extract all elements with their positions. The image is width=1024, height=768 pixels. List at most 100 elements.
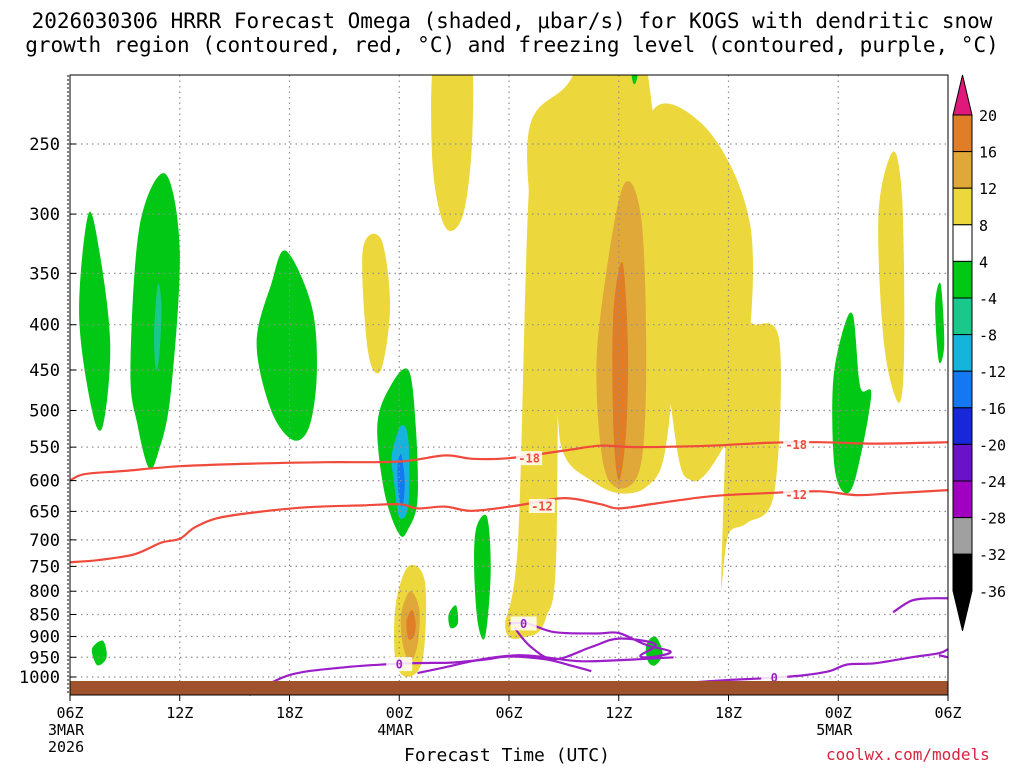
ytick-label-550: 550 <box>29 438 60 458</box>
ytick-label-800: 800 <box>29 582 60 602</box>
freezing-contour-line-4 <box>892 597 949 614</box>
xtick-label-2: 18Z <box>276 704 303 722</box>
ytick-label-350: 350 <box>29 264 60 284</box>
freezing-contour-label-bg-0-0 <box>386 657 413 672</box>
colorbar-label--16: -16 <box>979 400 1006 418</box>
site-credit[interactable]: coolwx.com/models <box>826 745 990 764</box>
ytick-label-450: 450 <box>29 361 60 381</box>
xtick-sublabel-0-1: 2026 <box>48 738 84 756</box>
omega-region-sink-j <box>612 261 629 481</box>
dgz-contour-line-0 <box>69 441 949 482</box>
omega-region-sink-f <box>878 151 905 403</box>
colorbar-swatch--8 <box>952 297 973 336</box>
omega-region-rise-h <box>832 312 872 494</box>
ytick-label-750: 750 <box>29 557 60 577</box>
freezing-contour-line-2 <box>508 621 672 661</box>
ground-surface <box>70 681 948 695</box>
colorbar-swatch-12 <box>952 151 973 189</box>
colorbar-label-16: 16 <box>979 144 997 162</box>
colorbar-label--4: -4 <box>979 290 997 308</box>
dgz-contour-label-1-1: -12 <box>785 488 807 502</box>
omega-region-rise-k <box>91 640 107 666</box>
colorbar-label-8: 8 <box>979 217 988 235</box>
colorbar-swatch--16 <box>952 370 973 409</box>
ytick-label-650: 650 <box>29 502 60 522</box>
chart-title-line-2: growth region (contoured, red, °C) and f… <box>25 33 999 57</box>
omega-region-rise-d <box>256 250 317 441</box>
dgz-contour-label-bg-1-1 <box>783 487 810 502</box>
colorbar-label--8: -8 <box>979 327 997 345</box>
omega-region-rise-j <box>935 282 945 364</box>
colorbar: 20 16 12 8 4 -4 -8 -12 -16 -20 -24 -28 -32 -36 <box>952 74 1006 631</box>
omega-region-sink-e <box>505 111 558 639</box>
colorbar-swatch--36 <box>952 553 973 592</box>
dgz-contour-line-1 <box>69 489 949 564</box>
freezing-contour-line-5 <box>938 654 949 659</box>
freezing-contour-label-3-0: 0 <box>771 671 778 685</box>
freezing-contour-label-0-0: 0 <box>396 658 403 672</box>
colorbar-label--20: -20 <box>979 436 1006 454</box>
colorbar-swatch-16 <box>952 114 973 153</box>
omega-region-rise-n <box>448 605 459 629</box>
colorbar-label-12: 12 <box>979 180 997 198</box>
omega-region-sink-g <box>362 233 391 374</box>
colorbar-label--12: -12 <box>979 363 1006 381</box>
ytick-label-950: 950 <box>29 648 60 668</box>
freezing-contour-line-3 <box>682 648 949 685</box>
plot-frame <box>69 74 949 696</box>
colorbar-label--36: -36 <box>979 583 1006 601</box>
dgz-contour-label-0-0: -18 <box>518 452 540 466</box>
omega-region-sink-l <box>406 609 416 640</box>
ytick-label-250: 250 <box>29 135 60 155</box>
freezing-contour-label-bg-2-0 <box>510 616 537 631</box>
colorbar-swatch--4 <box>952 260 973 299</box>
colorbar-swatch-8 <box>952 187 973 226</box>
colorbar-label--32: -32 <box>979 546 1006 564</box>
ytick-label-300: 300 <box>29 205 60 225</box>
xtick-label-3: 00Z <box>386 704 413 722</box>
xtick-sublabel-3-0: 4MAR <box>377 721 414 739</box>
chart-title-line-1: 2026030306 HRRR Forecast Omega (shaded, … <box>31 9 993 33</box>
freezing-contour-line-1 <box>417 654 674 675</box>
colorbar-label-20: 20 <box>979 107 997 125</box>
colorbar-label-4: 4 <box>979 253 988 271</box>
xtick-label-0: 06Z <box>56 704 83 722</box>
colorbar-top-arrow <box>952 74 973 116</box>
omega-region-rise-i <box>631 75 638 85</box>
colorbar-label--28: -28 <box>979 510 1006 528</box>
xtick-sublabel-0-0: 3MAR <box>48 721 85 739</box>
xtick-sublabel-7-0: 5MAR <box>816 721 853 739</box>
ytick-label-600: 600 <box>29 472 60 492</box>
colorbar-swatch--32 <box>952 517 973 555</box>
ytick-label-900: 900 <box>29 627 60 647</box>
omega-shading-layer <box>79 75 945 678</box>
xtick-label-1: 12Z <box>166 704 193 722</box>
ytick-label-700: 700 <box>29 531 60 551</box>
ytick-label-400: 400 <box>29 316 60 336</box>
omega-region-rise-l <box>474 514 491 640</box>
omega-region-sink-d <box>721 317 781 590</box>
dgz-contour-label-bg-1-0 <box>528 499 555 514</box>
xtick-label-4: 06Z <box>495 704 522 722</box>
dgz-contour-label-0-1: -18 <box>785 438 807 452</box>
grid-layer <box>67 75 948 695</box>
xtick-label-7: 00Z <box>825 704 852 722</box>
xtick-label-5: 12Z <box>605 704 632 722</box>
colorbar-label--24: -24 <box>979 473 1006 491</box>
omega-region-rise-a <box>79 211 111 431</box>
freezing-contour-label-2-0: 0 <box>520 617 527 631</box>
colorbar-swatch-4 <box>952 224 973 262</box>
colorbar-swatch--20 <box>952 407 973 445</box>
omega-region-sink-a <box>431 75 474 231</box>
ytick-label-500: 500 <box>29 402 60 422</box>
colorbar-swatch--28 <box>952 480 973 519</box>
freezing-contour-line-0 <box>248 655 592 696</box>
xtick-label-8: 06Z <box>934 704 961 722</box>
axes-layer: 2503003504004505005506006507007508008509… <box>19 135 962 756</box>
dgz-contour-label-1-0: -12 <box>531 500 553 514</box>
colorbar-swatch--12 <box>952 334 973 372</box>
omega-region-sink-c <box>645 103 754 482</box>
xtick-label-6: 18Z <box>715 704 742 722</box>
dgz-contour-label-bg-0-1 <box>783 437 810 452</box>
